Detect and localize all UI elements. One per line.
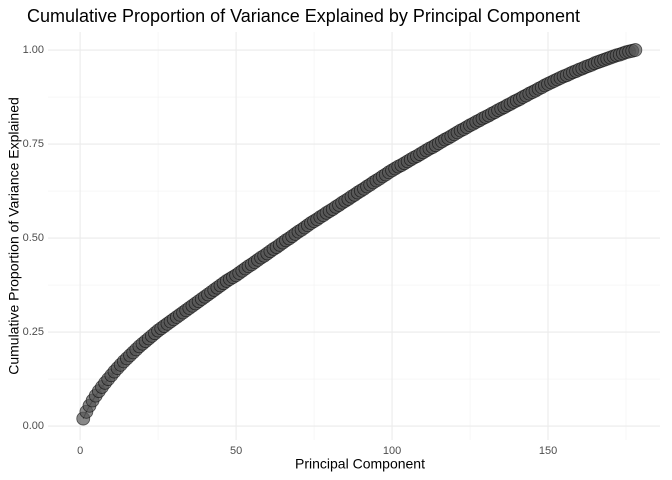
data-line: [82, 49, 636, 419]
y-tick-label: 0.25: [23, 326, 44, 338]
data-point: [628, 43, 643, 57]
x-tick-label: 50: [230, 445, 242, 457]
y-tick-label: 1.00: [23, 44, 44, 56]
y-axis-title: Cumulative Proportion of Variance Explai…: [6, 97, 22, 375]
x-axis-title: Principal Component: [295, 456, 425, 472]
x-tick-label: 100: [383, 445, 401, 457]
y-tick-label: 0.75: [23, 138, 44, 150]
x-tick-label: 0: [77, 445, 83, 457]
chart-title: Cumulative Proportion of Variance Explai…: [27, 6, 580, 26]
y-tick-label: 0.50: [23, 232, 44, 244]
x-tick-label: 150: [539, 445, 557, 457]
y-tick-label: 0.00: [23, 420, 44, 432]
